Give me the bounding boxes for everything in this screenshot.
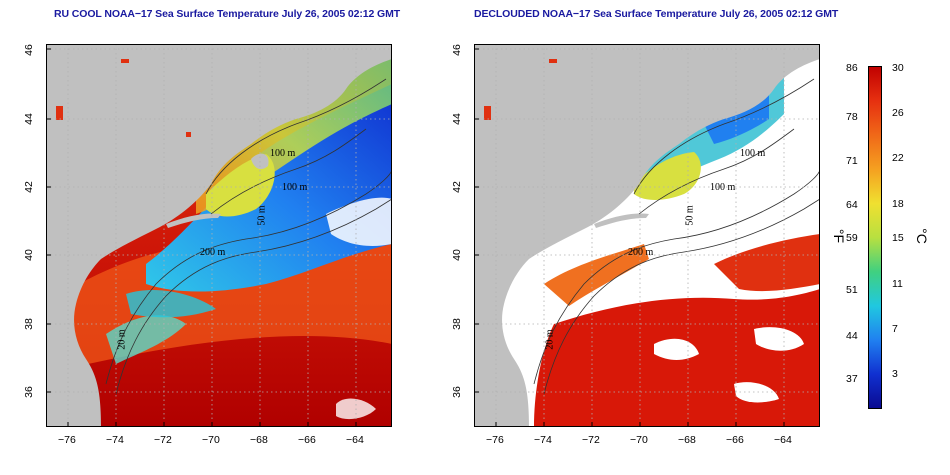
right-lat-tick-44: 44 bbox=[450, 113, 463, 125]
left-lat-tick-40: 40 bbox=[22, 249, 35, 261]
c-tick-22: 22 bbox=[892, 152, 904, 164]
f-tick-71: 71 bbox=[846, 155, 858, 167]
c-tick-18: 18 bbox=[892, 198, 904, 210]
right-contour-label-20m: 20 m bbox=[544, 329, 556, 350]
f-tick-78: 78 bbox=[846, 111, 858, 123]
left-lon-tick-66: −66 bbox=[298, 434, 316, 446]
c-tick-26: 26 bbox=[892, 107, 904, 119]
left-contour-label-50m: 50 m bbox=[256, 205, 268, 226]
c-tick-3: 3 bbox=[892, 368, 898, 380]
left-contour-label-20m: 20 m bbox=[116, 329, 128, 350]
right-lon-tick-74: −74 bbox=[534, 434, 552, 446]
fahrenheit-unit-label: °F bbox=[831, 228, 848, 244]
c-tick-7: 7 bbox=[892, 323, 898, 335]
left-contour-label-100m-a: 100 m bbox=[270, 148, 296, 159]
left-lat-tick-46: 46 bbox=[22, 44, 35, 56]
left-lat-tick-44: 44 bbox=[22, 113, 35, 125]
left-sst-map bbox=[46, 44, 392, 427]
right-lat-tick-40: 40 bbox=[450, 249, 463, 261]
left-lon-tick-76: −76 bbox=[58, 434, 76, 446]
celsius-unit-label: °C bbox=[913, 228, 930, 244]
right-lat-tick-46: 46 bbox=[450, 44, 463, 56]
f-tick-64: 64 bbox=[846, 199, 858, 211]
right-sst-map bbox=[474, 44, 820, 427]
left-lon-tick-64: −64 bbox=[346, 434, 364, 446]
right-lat-tick-36: 36 bbox=[450, 386, 463, 398]
temperature-colorbar bbox=[868, 66, 882, 409]
left-lon-tick-72: −72 bbox=[154, 434, 172, 446]
right-lon-tick-68: −68 bbox=[678, 434, 696, 446]
right-lon-tick-64: −64 bbox=[774, 434, 792, 446]
left-lon-tick-70: −70 bbox=[202, 434, 220, 446]
left-contour-label-200m: 200 m bbox=[200, 247, 226, 258]
f-tick-37: 37 bbox=[846, 373, 858, 385]
right-lat-tick-42: 42 bbox=[450, 181, 463, 193]
left-lat-tick-36: 36 bbox=[22, 386, 35, 398]
f-tick-51: 51 bbox=[846, 284, 858, 296]
f-tick-59: 59 bbox=[846, 232, 858, 244]
right-lon-tick-70: −70 bbox=[630, 434, 648, 446]
c-tick-15: 15 bbox=[892, 232, 904, 244]
right-lon-tick-72: −72 bbox=[582, 434, 600, 446]
left-map-title: RU COOL NOAA−17 Sea Surface Temperature … bbox=[54, 8, 401, 20]
right-contour-label-100m-a: 100 m bbox=[740, 148, 766, 159]
c-tick-30: 30 bbox=[892, 62, 904, 74]
f-tick-44: 44 bbox=[846, 330, 858, 342]
right-lat-tick-38: 38 bbox=[450, 318, 463, 330]
right-map-title: DECLOUDED NOAA−17 Sea Surface Temperatur… bbox=[474, 8, 839, 20]
right-contour-label-100m-b: 100 m bbox=[710, 182, 736, 193]
right-lon-tick-66: −66 bbox=[726, 434, 744, 446]
colorbar-gradient bbox=[868, 66, 882, 409]
left-lat-tick-42: 42 bbox=[22, 181, 35, 193]
c-tick-11: 11 bbox=[892, 278, 903, 290]
left-lat-tick-38: 38 bbox=[22, 318, 35, 330]
right-contour-label-200m: 200 m bbox=[628, 247, 654, 258]
right-contour-label-50m: 50 m bbox=[684, 205, 696, 226]
left-contour-label-100m-b: 100 m bbox=[282, 182, 308, 193]
right-lon-tick-76: −76 bbox=[486, 434, 504, 446]
f-tick-86: 86 bbox=[846, 62, 858, 74]
left-map-panel: 100 m 100 m 50 m 200 m 20 m bbox=[46, 44, 392, 427]
right-map-panel: 100 m 100 m 50 m 200 m 20 m bbox=[474, 44, 820, 427]
left-lon-tick-68: −68 bbox=[250, 434, 268, 446]
left-lon-tick-74: −74 bbox=[106, 434, 124, 446]
